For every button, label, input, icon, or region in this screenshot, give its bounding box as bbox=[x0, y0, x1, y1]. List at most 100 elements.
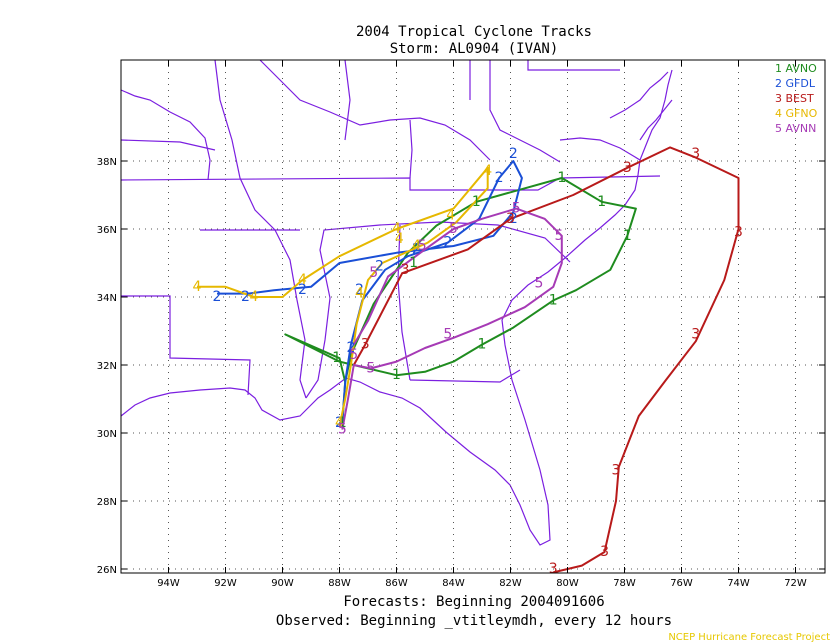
track-marker-gfno: 4 bbox=[446, 207, 455, 223]
x-tick-label: 80W bbox=[556, 578, 579, 589]
map-outline-12 bbox=[259, 59, 491, 161]
y-tick-label: 28N bbox=[97, 497, 117, 508]
y-tick-label: 34N bbox=[97, 293, 117, 304]
map-outline-4 bbox=[120, 89, 211, 181]
x-axis-ticks: 94W92W90W88W86W84W82W80W78W76W74W72W70W bbox=[157, 60, 807, 589]
track-marker-best: 3 bbox=[734, 224, 743, 240]
track-marker-gfdl: 2 bbox=[212, 289, 221, 305]
track-gfno bbox=[197, 166, 489, 427]
map-outline-6 bbox=[305, 221, 499, 399]
track-marker-best: 3 bbox=[691, 146, 700, 162]
track-best bbox=[352, 146, 740, 574]
track-marker-best: 3 bbox=[600, 544, 609, 560]
x-tick-label: 90W bbox=[271, 578, 294, 589]
map-outline-14 bbox=[527, 60, 620, 71]
x-tick-label: 92W bbox=[214, 578, 237, 589]
map-outline-13 bbox=[489, 60, 561, 163]
plot-frame bbox=[120, 59, 826, 574]
tracks bbox=[197, 146, 740, 574]
footer-credit: NCEP Hurricane Forecast Project bbox=[668, 632, 830, 643]
footer-observed: Observed: Beginning _vtitleymdh, every 1… bbox=[276, 613, 672, 629]
track-marker-gfdl: 2 bbox=[375, 258, 384, 274]
x-tick-label: 78W bbox=[613, 578, 636, 589]
track-marker-gfno: 4 bbox=[335, 415, 344, 431]
x-tick-label: 88W bbox=[328, 578, 351, 589]
track-gfdl bbox=[217, 160, 523, 423]
map-outline-5 bbox=[214, 59, 307, 399]
x-tick-label: 72W bbox=[784, 578, 807, 589]
legend-entry-gfdl: 2 GFDL bbox=[775, 77, 816, 90]
map-outline-17 bbox=[344, 59, 351, 141]
legend: 1 AVNO 2 GFDL 3 BEST 4 GFNO 5 AVNN bbox=[775, 62, 818, 135]
track-marker-avno: 1 bbox=[623, 228, 632, 244]
track-marker-avno: 1 bbox=[478, 337, 487, 353]
track-marker-gfno: 4 bbox=[392, 221, 401, 237]
map-outline-0 bbox=[120, 69, 673, 546]
track-marker-gfdl: 2 bbox=[509, 211, 518, 227]
x-tick-label: 76W bbox=[670, 578, 693, 589]
track-marker-avnn: 5 bbox=[535, 275, 544, 291]
y-tick-label: 26N bbox=[97, 565, 117, 576]
track-marker-gfdl: 2 bbox=[346, 340, 355, 356]
track-marker-gfdl: 2 bbox=[298, 282, 307, 298]
map-outline-15 bbox=[559, 137, 641, 161]
track-marker-avnn: 5 bbox=[418, 238, 427, 254]
track-marker-avnn: 5 bbox=[349, 347, 358, 363]
track-marker-avno: 1 bbox=[409, 255, 418, 271]
y-tick-label: 32N bbox=[97, 361, 117, 372]
track-marker-gfdl: 2 bbox=[412, 241, 421, 257]
track-marker-gfno: 4 bbox=[250, 289, 259, 305]
track-marker-best: 3 bbox=[549, 561, 558, 577]
track-marker-best: 3 bbox=[361, 337, 370, 353]
map-outline-1 bbox=[639, 99, 673, 141]
track-marker-avno: 1 bbox=[338, 415, 347, 431]
legend-entry-avno: 1 AVNO bbox=[775, 62, 817, 75]
track-marker-avnn: 5 bbox=[554, 228, 563, 244]
track-marker-avno: 1 bbox=[557, 170, 566, 186]
track-marker-best: 3 bbox=[401, 262, 410, 278]
track-marker-gfno: 4 bbox=[298, 272, 307, 288]
track-marker-gfdl: 2 bbox=[355, 282, 364, 298]
track-avno bbox=[284, 177, 637, 423]
track-marker-gfdl: 2 bbox=[509, 146, 518, 162]
track-marker-avno: 1 bbox=[392, 367, 401, 383]
basemap bbox=[120, 59, 673, 546]
chart-subtitle: Storm: AL0904 (IVAN) bbox=[390, 41, 559, 57]
track-marker-avnn: 5 bbox=[369, 265, 378, 281]
track-marker-avno: 1 bbox=[549, 292, 558, 308]
y-tick-label: 30N bbox=[97, 429, 117, 440]
footer-forecasts: Forecasts: Beginning 2004091606 bbox=[343, 594, 604, 610]
track-marker-best: 3 bbox=[691, 326, 700, 342]
track-marker-avnn: 5 bbox=[366, 360, 375, 376]
track-marker-avno: 1 bbox=[332, 350, 341, 366]
x-tick-label: 94W bbox=[157, 578, 180, 589]
map-outline-3 bbox=[120, 175, 661, 191]
legend-entry-avnn: 5 AVNN bbox=[775, 122, 816, 135]
map-outline-8 bbox=[409, 369, 521, 383]
map-outline-9 bbox=[121, 295, 251, 396]
x-tick-label: 86W bbox=[385, 578, 408, 589]
track-marker-best: 3 bbox=[623, 160, 632, 176]
track-marker-avnn: 5 bbox=[443, 326, 452, 342]
track-marker-gfno: 4 bbox=[412, 238, 421, 254]
y-tick-label: 36N bbox=[97, 225, 117, 236]
grid bbox=[121, 60, 825, 573]
y-axis-ticks: 26N 28N 30N 32N 34N 36N 38N bbox=[97, 157, 825, 576]
track-marker-gfdl: 2 bbox=[241, 289, 250, 305]
track-marker-gfno: 4 bbox=[355, 286, 364, 302]
track-avnn bbox=[341, 207, 563, 430]
track-marker-gfno: 4 bbox=[483, 163, 492, 179]
track-marker-avnn: 5 bbox=[338, 422, 347, 438]
track-marker-avno: 1 bbox=[597, 194, 606, 210]
track-marker-avno: 1 bbox=[472, 194, 481, 210]
track-marker-gfdl: 2 bbox=[335, 415, 344, 431]
x-tick-label: 84W bbox=[442, 578, 465, 589]
track-marker-avnn: 5 bbox=[512, 201, 521, 217]
chart-title: 2004 Tropical Cyclone Tracks bbox=[356, 24, 592, 40]
track-marker-best: 3 bbox=[611, 462, 620, 478]
track-marker-gfno: 4 bbox=[193, 279, 202, 295]
map-outline-2 bbox=[609, 71, 669, 119]
map-outline-16 bbox=[409, 119, 413, 179]
